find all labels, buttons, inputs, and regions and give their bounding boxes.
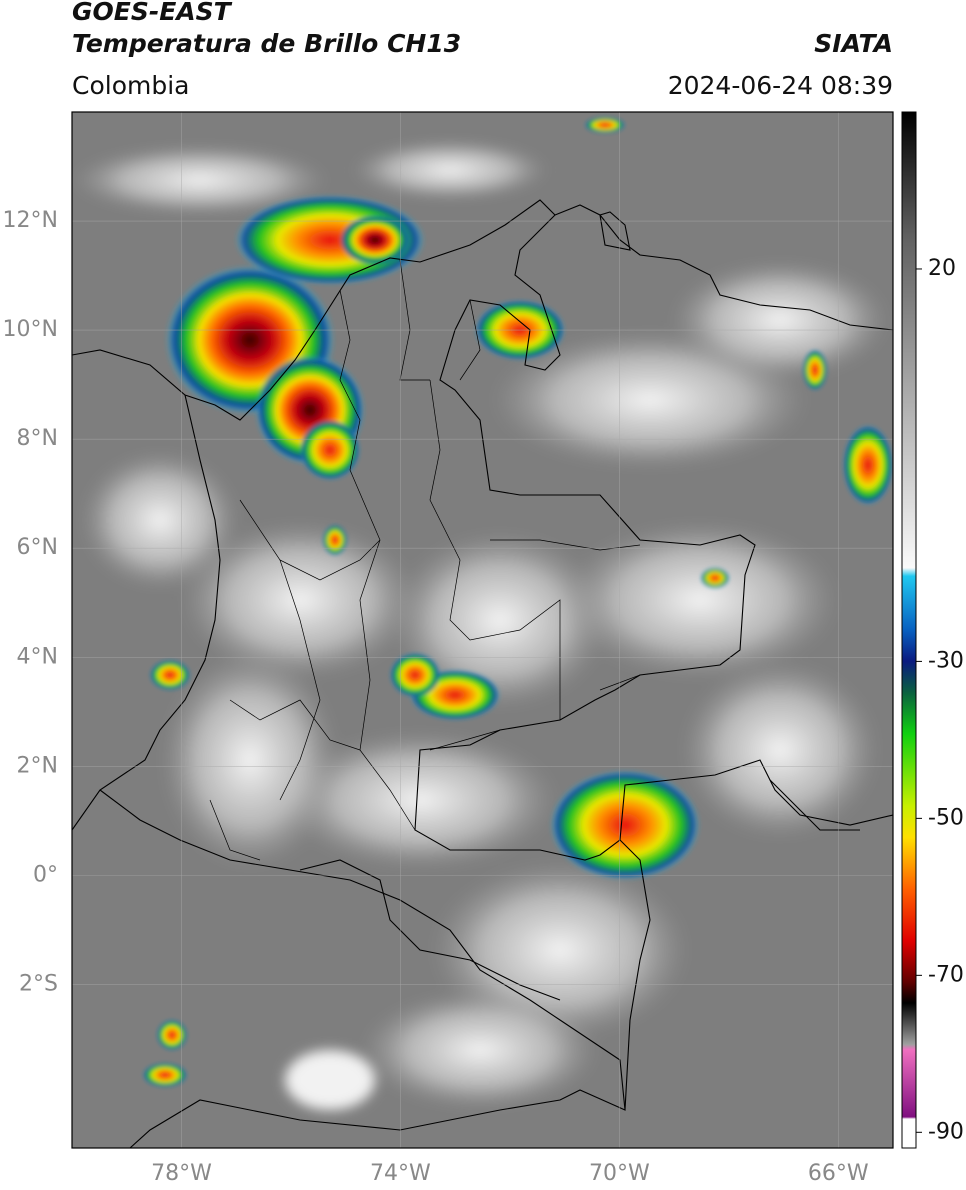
lat-label: 12°N [3, 208, 58, 233]
borders [72, 199, 893, 1148]
satellite-image [72, 112, 893, 1148]
map-frame [71, 111, 894, 1149]
lon-label: 74°W [370, 1161, 431, 1186]
lat-label: 0° [33, 862, 58, 887]
lat-label: 8°N [17, 426, 58, 451]
grid [72, 112, 893, 1148]
lat-label: 2°S [19, 971, 58, 996]
colorbar-label: -30 [928, 648, 964, 673]
lat-label: 4°N [17, 644, 58, 669]
lon-label: 70°W [589, 1161, 650, 1186]
subtitle: Temperatura de Brillo CH13 [72, 29, 461, 58]
colorbar-label: -70 [928, 962, 964, 987]
lat-label: 6°N [17, 535, 58, 560]
source: SIATA [814, 29, 893, 58]
region: Colombia [72, 71, 189, 100]
title: GOES-EAST [72, 0, 233, 26]
internal-borders [209, 259, 641, 861]
lon-label: 66°W [808, 1161, 869, 1186]
colorbar [901, 111, 917, 1149]
colorbar-label: -50 [928, 805, 964, 830]
colorbar-label: 20 [928, 256, 956, 281]
lat-label: 10°N [3, 317, 58, 342]
lat-label: 2°N [17, 753, 58, 778]
lon-label: 78°W [151, 1161, 212, 1186]
datetime: 2024-06-24 08:39 [668, 71, 893, 100]
colorbar-label: -90 [928, 1119, 964, 1144]
